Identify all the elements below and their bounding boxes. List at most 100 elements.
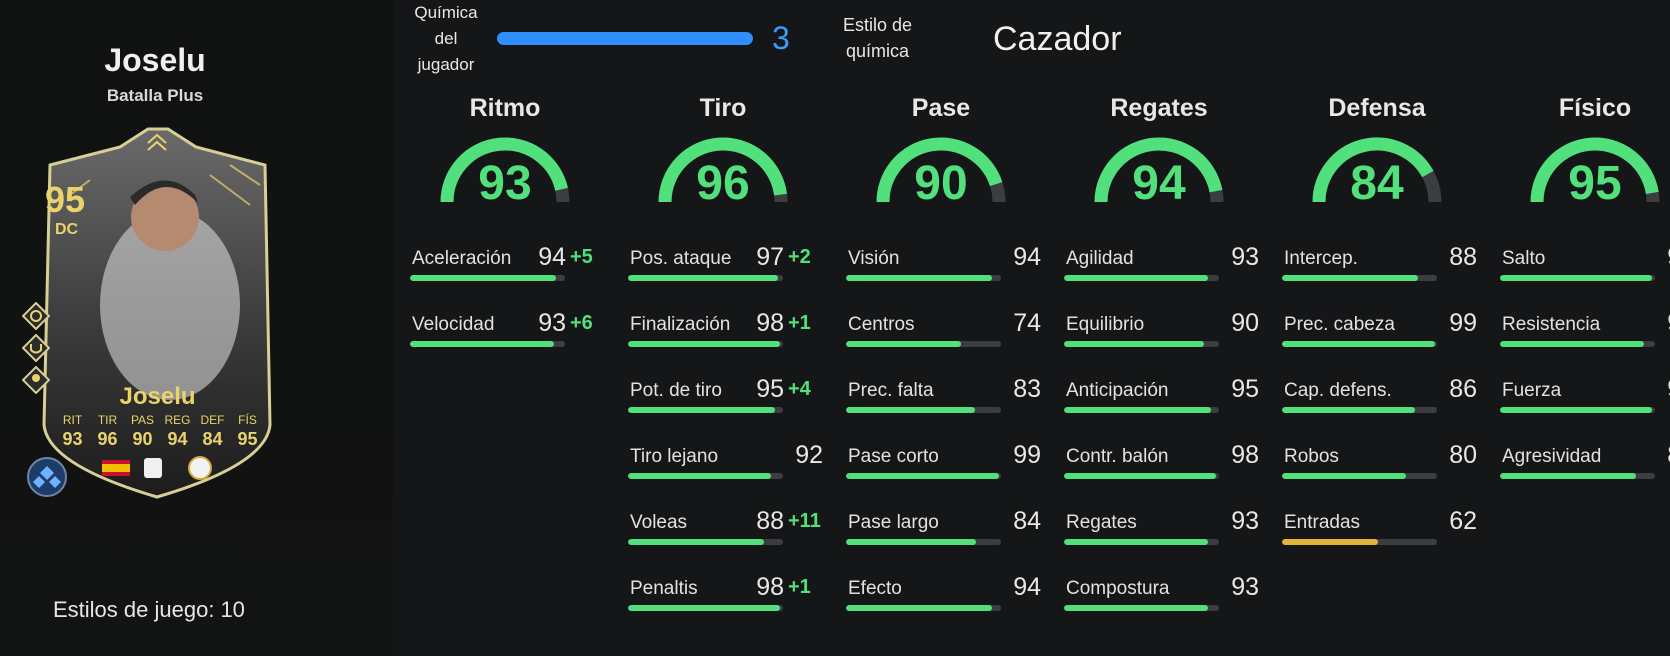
stat-value: 88: [1449, 243, 1477, 271]
category-title: Defensa: [1328, 94, 1426, 122]
card-stat: RIT 93: [55, 413, 90, 450]
stat-value: 99: [1449, 309, 1477, 337]
stat-bar-fill: [410, 275, 556, 281]
stat-row[interactable]: Cap. defens. 86: [1282, 375, 1477, 446]
stat-bar-fill: [1064, 275, 1209, 281]
evolution-icon[interactable]: [27, 457, 67, 497]
stat-row[interactable]: Visión 94: [846, 243, 1041, 314]
stat-row[interactable]: Agresividad 88: [1500, 441, 1670, 512]
stat-bonus: +2: [788, 246, 811, 268]
category-value: 94: [1132, 157, 1186, 210]
playstyles-label: Estilos de juego:: [53, 597, 215, 622]
stat-row[interactable]: Pase largo 84: [846, 507, 1041, 578]
stat-name: Salto: [1502, 248, 1546, 269]
club-league-nation-icons: [102, 456, 212, 480]
stat-name: Aceleración: [412, 248, 512, 269]
stat-bar: [846, 605, 1001, 611]
stat-name: Tiro lejano: [630, 446, 719, 467]
stat-row[interactable]: Entradas 62: [1282, 507, 1477, 578]
stat-row[interactable]: Penaltis 98 +1: [628, 573, 818, 644]
stat-row[interactable]: Intercep. 88: [1282, 243, 1477, 314]
stat-row[interactable]: Fuerza 98: [1500, 375, 1670, 446]
stat-bar: [1500, 473, 1655, 479]
stat-row[interactable]: Finalización 98 +1: [628, 309, 818, 380]
stat-value: 99: [1013, 441, 1041, 469]
stat-bar: [628, 341, 783, 347]
chemistry-bar-fill: [497, 32, 753, 45]
category-gauge: 90: [875, 132, 1007, 212]
card-frame: [42, 127, 272, 499]
card-stat: FÍS 95: [230, 413, 265, 450]
stat-bar-fill: [846, 341, 961, 347]
player-card[interactable]: 95 DC Joselu RIT 93 TIR 96 PAS 90 REG 94 DEF…: [30, 125, 285, 503]
card-stat-value: 96: [97, 429, 118, 449]
chemistry-style-value[interactable]: Cazador: [993, 20, 1122, 58]
card-stat-value: 95: [237, 429, 258, 449]
card-stat: REG 94: [160, 413, 195, 450]
stat-bar-fill: [410, 341, 555, 347]
stat-bar: [1064, 275, 1219, 281]
stat-row[interactable]: Compostura 93: [1064, 573, 1259, 644]
stat-name: Efecto: [848, 578, 902, 599]
stat-name: Penaltis: [630, 578, 698, 599]
player-name: Joselu: [104, 42, 206, 78]
stat-value: 95: [756, 375, 784, 403]
stat-row[interactable]: Tiro lejano 92: [628, 441, 823, 512]
stat-row[interactable]: Aceleración 94 +5: [410, 243, 600, 314]
stat-bar-fill: [1500, 407, 1652, 413]
stat-bar: [1064, 407, 1219, 413]
stat-row[interactable]: Velocidad 93 +6: [410, 309, 600, 380]
stat-row[interactable]: Centros 74: [846, 309, 1041, 380]
stat-bar-fill: [1064, 605, 1209, 611]
stat-bar: [1500, 275, 1655, 281]
stat-row[interactable]: Voleas 88 +11: [628, 507, 821, 578]
stat-row[interactable]: Regates 93: [1064, 507, 1259, 578]
stat-row[interactable]: Agilidad 93: [1064, 243, 1259, 314]
stat-row[interactable]: Equilibrio 90: [1064, 309, 1259, 380]
gauge-fill: [1094, 137, 1223, 203]
stat-row[interactable]: Pase corto 99: [846, 441, 1041, 512]
playstyle-plus-icon: [22, 334, 50, 362]
stat-bar-fill: [1064, 473, 1216, 479]
category-gauge: 95: [1529, 132, 1661, 212]
stat-value: 93: [538, 309, 566, 337]
playstyles-count: Estilos de juego: 10: [53, 597, 251, 623]
stat-row[interactable]: Anticipación 95: [1064, 375, 1259, 446]
stat-name: Velocidad: [412, 314, 495, 335]
stat-bar: [1064, 539, 1219, 545]
stat-bar-fill: [846, 539, 977, 545]
category-value: 84: [1350, 157, 1404, 210]
stat-value: 94: [538, 243, 566, 271]
chemistry-style-label: Estilo de química: [842, 15, 913, 61]
stat-bar: [846, 275, 1001, 281]
card-stat: PAS 90: [125, 413, 160, 450]
stat-bar-fill: [1500, 275, 1652, 281]
stat-name: Agresividad: [1502, 446, 1602, 467]
stat-row[interactable]: Pos. ataque 97 +2: [628, 243, 818, 314]
stat-value: 88: [1635, 441, 1670, 470]
stat-value: 98: [1635, 375, 1670, 404]
stat-bar: [1500, 341, 1655, 347]
stat-bar-fill: [1500, 473, 1637, 479]
stat-value: 93: [1231, 243, 1259, 271]
stat-bar: [1282, 407, 1437, 413]
card-stat: DEF 84: [195, 413, 230, 450]
category-gauge: 84: [1311, 132, 1443, 212]
card-stat-key: REG: [164, 413, 191, 427]
stat-bar-fill: [1282, 407, 1416, 413]
gauge-fill: [1530, 137, 1659, 203]
stat-value: 83: [1013, 375, 1041, 403]
stat-row[interactable]: Pot. de tiro 95 +4: [628, 375, 818, 446]
category-value: 96: [696, 157, 750, 210]
stat-value: 98: [756, 573, 784, 601]
card-stat-key: RIT: [62, 413, 83, 427]
stat-bar: [1282, 473, 1437, 479]
stat-row[interactable]: Prec. cabeza 99: [1282, 309, 1477, 380]
stat-name: Prec. cabeza: [1284, 314, 1395, 335]
stat-row[interactable]: Contr. balón 98: [1064, 441, 1259, 512]
stat-row[interactable]: Resistencia 93: [1500, 309, 1670, 380]
stat-row[interactable]: Efecto 94: [846, 573, 1041, 644]
stat-row[interactable]: Salto 98: [1500, 243, 1670, 314]
stat-row[interactable]: Prec. falta 83: [846, 375, 1041, 446]
stat-row[interactable]: Robos 80: [1282, 441, 1477, 512]
